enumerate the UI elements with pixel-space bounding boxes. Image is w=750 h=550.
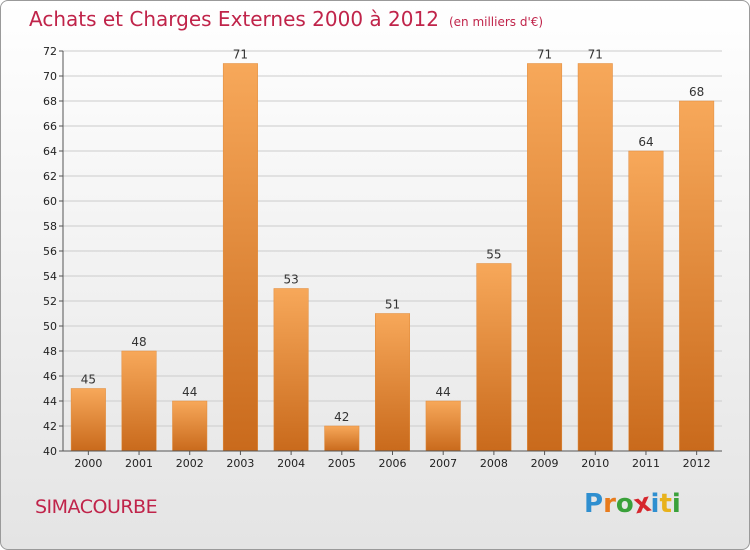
y-tick-label: 50 [43, 320, 57, 333]
logo-letter: i [671, 489, 681, 519]
y-tick-label: 52 [43, 295, 57, 308]
logo-letter: i [650, 489, 660, 519]
y-tick-label: 44 [43, 395, 57, 408]
bar-2006 [375, 313, 410, 452]
y-tick-label: 64 [43, 145, 57, 158]
axes: 40 42 44 46 48 50 52 54 56 58 60 62 64 66 68 70 72 2000 20… [43, 45, 722, 470]
value-label-2003: 71 [233, 48, 248, 62]
chart-title: Achats et Charges Externes 2000 à 2012 (e… [29, 7, 543, 31]
bar-2012 [679, 100, 715, 452]
y-tick-label: 56 [43, 245, 57, 258]
x-tick-label-2004: 2004 [277, 457, 305, 470]
value-label-2008: 55 [486, 248, 501, 262]
bar-2007 [425, 400, 461, 452]
y-tick-label: 62 [43, 170, 57, 183]
x-tick-label-2009: 2009 [531, 457, 559, 470]
logo-letter: P [584, 489, 604, 519]
x-tick-label-2005: 2005 [328, 457, 356, 470]
proxiti-logo[interactable]: Proxiti [584, 488, 681, 521]
bars [70, 63, 715, 452]
x-tick-label-2007: 2007 [429, 457, 457, 470]
bar-2002 [172, 400, 208, 452]
y-tick-label: 60 [43, 195, 57, 208]
x-tick-label-2012: 2012 [683, 457, 711, 470]
bar-2000 [70, 388, 106, 452]
bar-2001 [121, 350, 157, 452]
y-tick-label: 46 [43, 370, 57, 383]
y-tick-label: 40 [43, 445, 57, 458]
x-tick-label-2011: 2011 [632, 457, 660, 470]
value-label-2012: 68 [689, 85, 704, 99]
y-tick-label: 42 [43, 420, 57, 433]
x-tick-label-2010: 2010 [581, 457, 609, 470]
y-tick-label: 48 [43, 345, 57, 358]
logo-letter: t [659, 489, 672, 519]
value-label-2011: 64 [638, 135, 653, 149]
value-label-2010: 71 [588, 48, 603, 62]
value-label-2000: 45 [81, 373, 96, 387]
y-tick-label: 54 [43, 270, 57, 283]
chart-unit: (en milliers d'€) [448, 15, 544, 29]
bar-2008 [476, 263, 512, 452]
x-tick-label-2008: 2008 [480, 457, 508, 470]
bar-2010 [577, 63, 613, 452]
commune-name: SIMACOURBE [35, 496, 158, 518]
value-label-2005: 42 [334, 410, 349, 424]
bar-2005 [324, 425, 360, 452]
value-label-2009: 71 [537, 48, 552, 62]
bar-2003 [222, 63, 258, 452]
x-tick-label-2002: 2002 [176, 457, 204, 470]
bar-2011 [628, 150, 664, 452]
logo-letter: r [603, 489, 616, 519]
value-label-2002: 44 [182, 385, 197, 399]
value-label-2001: 48 [131, 335, 146, 349]
x-tick-label-2001: 2001 [125, 457, 153, 470]
value-label-2007: 44 [436, 385, 451, 399]
x-tick-label-2006: 2006 [379, 457, 407, 470]
bar-2004 [273, 288, 309, 452]
y-tick-label: 70 [43, 70, 57, 83]
bar-2009 [527, 63, 563, 452]
chart-title-text: Achats et Charges Externes 2000 à 2012 [29, 7, 439, 31]
value-label-2006: 51 [385, 298, 400, 312]
value-label-2004: 53 [283, 273, 298, 287]
y-tick-label: 58 [43, 220, 57, 233]
y-tick-label: 66 [43, 120, 57, 133]
value-labels: 45 48 44 71 53 42 51 44 55 71 71 64 68 [81, 48, 705, 425]
x-tick-label-2000: 2000 [74, 457, 102, 470]
y-tick-label: 68 [43, 95, 57, 108]
y-tick-label: 72 [43, 45, 57, 58]
x-tick-label-2003: 2003 [226, 457, 254, 470]
logo-letter: o [615, 489, 634, 519]
